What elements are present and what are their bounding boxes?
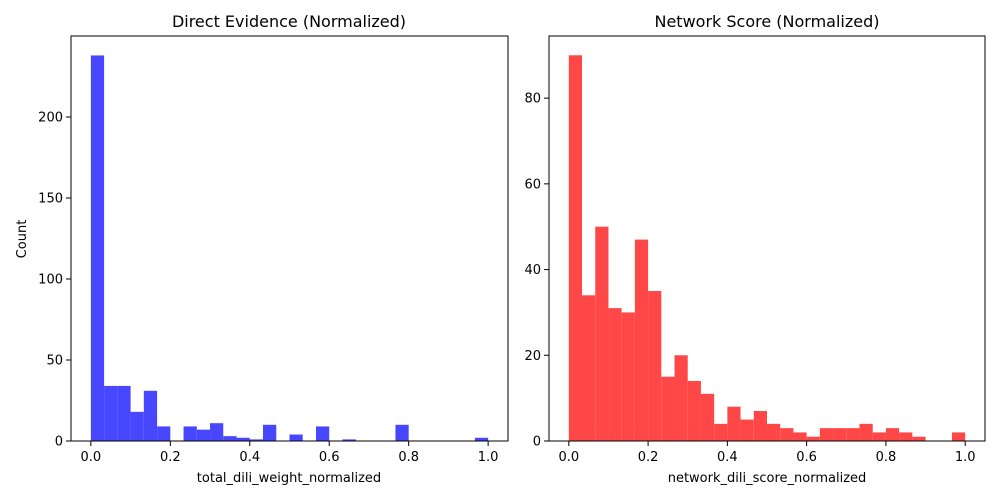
histogram-bar [687, 381, 701, 441]
plot-frame [548, 35, 986, 442]
x-tick-label: 1.0 [478, 450, 499, 465]
x-tick-label: 1.0 [955, 450, 976, 465]
histogram-bar [912, 436, 926, 441]
histogram-bar [223, 436, 237, 441]
histogram-bar [289, 434, 303, 441]
histogram-bar [157, 426, 171, 441]
y-tick-label: 0 [55, 435, 63, 450]
histogram-bar [753, 411, 767, 441]
histogram-bar [210, 423, 224, 441]
histogram-bar [740, 419, 754, 441]
histogram-bar [183, 426, 197, 441]
histogram-bar [833, 428, 847, 441]
y-tick-label: 100 [38, 273, 63, 288]
y-tick-label: 40 [524, 263, 541, 278]
y-axis-label: Count [15, 220, 30, 259]
y-tick-label: 60 [524, 177, 541, 192]
x-tick-label: 0.0 [81, 450, 102, 465]
histogram-bar [727, 406, 741, 441]
histogram-bar [130, 411, 144, 441]
histogram-bar [342, 439, 356, 441]
bar-group [568, 55, 966, 442]
chart-title: Direct Evidence (Normalized) [172, 12, 406, 31]
plot-frame [70, 35, 509, 442]
x-tick-label: 0.4 [239, 450, 260, 465]
y-tick-label: 0 [533, 435, 541, 450]
histogram-bar [899, 432, 913, 441]
network-score-panel: Network Score (Normalized) network_dili_… [524, 12, 986, 486]
histogram-bar [700, 393, 715, 441]
histogram-bar [474, 437, 489, 441]
histogram-bar [793, 432, 807, 441]
histogram-bar [859, 423, 873, 441]
histogram-bar [595, 226, 609, 441]
histogram-bar [90, 55, 105, 441]
histogram-bar [196, 429, 211, 441]
x-ticks: 0.0 0.2 0.4 0.6 0.8 1.0 [558, 441, 976, 465]
histogram-bar [236, 437, 250, 441]
histogram-bar [885, 428, 900, 441]
histogram-bar [634, 239, 649, 441]
y-ticks: 0 50 100 150 200 [38, 111, 71, 450]
histogram-bar [582, 295, 596, 441]
y-tick-label: 80 [524, 92, 541, 107]
x-tick-label: 0.8 [876, 450, 897, 465]
y-tick-label: 200 [38, 111, 63, 126]
x-axis-label: network_dili_score_normalized [668, 471, 867, 486]
histogram-bar [674, 355, 688, 441]
y-ticks: 0 20 40 60 80 [524, 92, 549, 450]
histogram-bar [819, 428, 834, 441]
histogram-bar [621, 312, 635, 441]
x-tick-label: 0.2 [160, 450, 181, 465]
histogram-bar [143, 390, 158, 441]
x-tick-label: 0.2 [638, 450, 659, 465]
histogram-bar [780, 428, 794, 441]
y-tick-label: 50 [46, 354, 63, 369]
x-axis-label: total_dili_weight_normalized [197, 471, 381, 486]
histogram-bar [608, 308, 622, 441]
histogram-bar [315, 426, 330, 441]
y-tick-label: 20 [524, 349, 541, 364]
x-tick-label: 0.8 [398, 450, 419, 465]
x-tick-label: 0.6 [796, 450, 817, 465]
histogram-bar [872, 432, 886, 441]
histogram-bar [806, 436, 820, 441]
histogram-bar [951, 432, 966, 441]
histogram-bar [263, 424, 277, 441]
histogram-bar [104, 385, 118, 441]
chart-title: Network Score (Normalized) [654, 12, 879, 31]
bar-group [90, 55, 489, 441]
histogram-bar [767, 423, 781, 441]
y-tick-label: 150 [38, 192, 63, 207]
x-tick-label: 0.0 [558, 450, 579, 465]
direct-evidence-panel: Direct Evidence (Normalized) total_dili_… [15, 12, 509, 486]
histogram-bar [568, 55, 583, 442]
histogram-bar [661, 376, 675, 441]
histogram-bar [846, 428, 860, 441]
x-tick-label: 0.6 [319, 450, 340, 465]
histogram-bar [714, 423, 728, 441]
x-tick-label: 0.4 [717, 450, 738, 465]
histogram-bar [395, 424, 409, 441]
histogram-bar [648, 291, 662, 441]
x-ticks: 0.0 0.2 0.4 0.6 0.8 1.0 [81, 441, 499, 465]
histogram-bar [249, 439, 264, 441]
histogram-bar [117, 385, 131, 441]
